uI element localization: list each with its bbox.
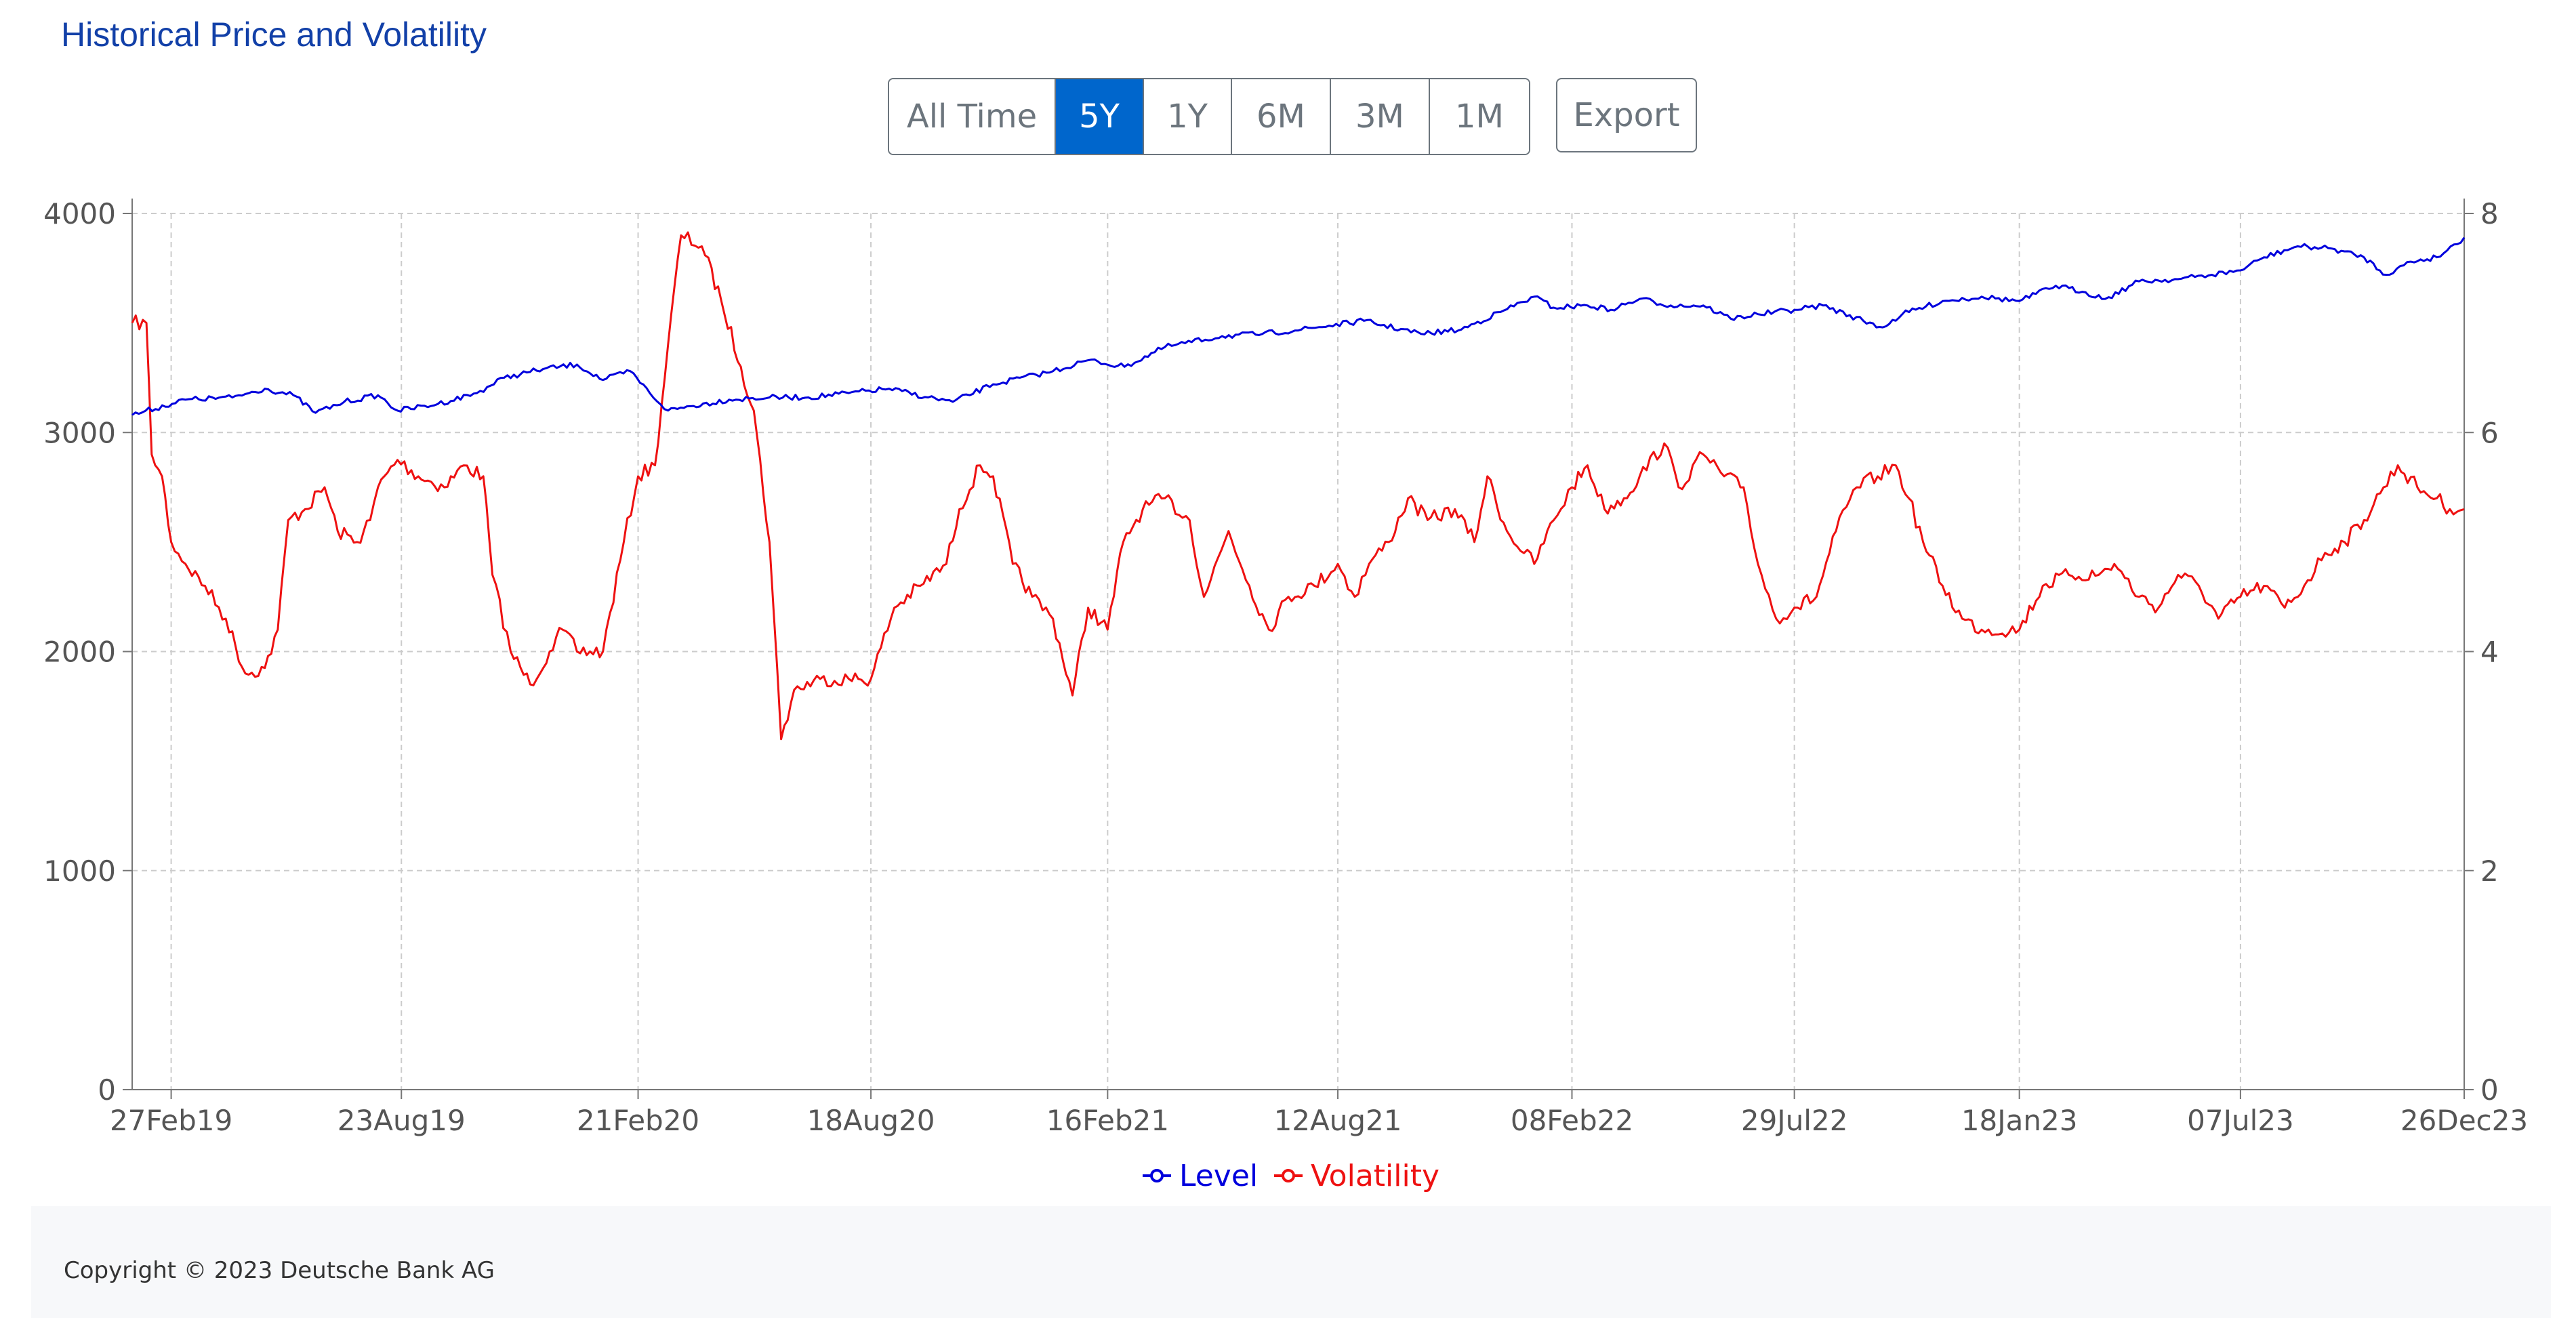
- range-5y-button[interactable]: 5Y: [1056, 79, 1144, 154]
- y-right-tick-label: 2: [2480, 854, 2499, 888]
- x-tick-label: 23Aug19: [338, 1104, 466, 1137]
- x-tick-label: 18Aug20: [807, 1104, 935, 1137]
- price-volatility-chart: 0 1000 2000 3000 4000 0 2 4 6 8 27Feb19 23Aug19 21Fe…: [43, 197, 2528, 1193]
- range-3m-button[interactable]: 3M: [1331, 79, 1430, 154]
- series-line-volatility: [131, 231, 2465, 741]
- x-tick-label: 08Feb22: [1511, 1104, 1633, 1137]
- x-tick-label: 21Feb20: [577, 1104, 699, 1137]
- range-selector: All Time 5Y 1Y 6M 3M 1M: [888, 78, 1530, 155]
- y-left-tick-label: 1000: [43, 854, 116, 888]
- y-right-tick-label: 0: [2480, 1073, 2499, 1107]
- x-tick-label: 18Jan23: [1961, 1104, 2078, 1137]
- x-tick-label: 27Feb19: [110, 1104, 232, 1137]
- range-1y-button[interactable]: 1Y: [1144, 79, 1232, 154]
- footer: Copyright © 2023 Deutsche Bank AG: [31, 1206, 2551, 1318]
- y-left-tick-label: 2000: [43, 636, 116, 669]
- export-button[interactable]: Export: [1556, 78, 1697, 152]
- x-tick-label: 16Feb21: [1046, 1104, 1169, 1137]
- x-tick-label: 07Jul23: [2187, 1104, 2294, 1137]
- copyright-text: Copyright © 2023 Deutsche Bank AG: [64, 1257, 495, 1284]
- range-1m-button[interactable]: 1M: [1430, 79, 1529, 154]
- legend-label-volatility: Volatility: [1311, 1159, 1439, 1193]
- y-right-tick-label: 8: [2480, 197, 2499, 230]
- x-tick-label: 12Aug21: [1274, 1104, 1402, 1137]
- range-all-time-button[interactable]: All Time: [889, 79, 1056, 154]
- series-line-level: [131, 236, 2466, 416]
- page-title: Historical Price and Volatility: [61, 16, 487, 54]
- range-6m-button[interactable]: 6M: [1232, 79, 1331, 154]
- y-left-tick-label: 4000: [43, 197, 116, 230]
- y-right-tick-label: 4: [2480, 636, 2499, 669]
- y-right-tick-label: 6: [2480, 416, 2499, 449]
- legend-marker-volatility: [1282, 1169, 1295, 1182]
- y-left-tick-label: 0: [98, 1073, 116, 1107]
- y-left-tick-label: 3000: [43, 416, 116, 449]
- x-tick-label: 29Jul22: [1741, 1104, 1848, 1137]
- legend-marker-level: [1150, 1169, 1164, 1182]
- x-tick-label: 26Dec23: [2400, 1104, 2528, 1137]
- legend-label-level: Level: [1179, 1159, 1258, 1193]
